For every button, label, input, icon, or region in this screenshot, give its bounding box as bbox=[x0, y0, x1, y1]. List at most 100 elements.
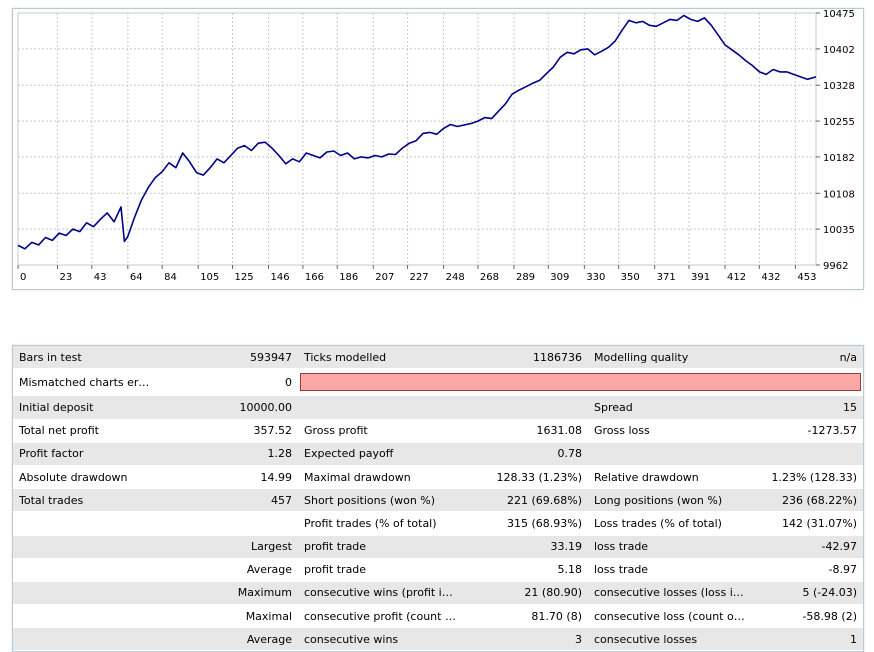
x-tick-label: 432 bbox=[761, 272, 780, 283]
x-tick-label: 371 bbox=[657, 272, 676, 283]
metric-label: Profit trades (% of total) bbox=[298, 511, 463, 536]
metric-label: Gross profit bbox=[298, 419, 463, 443]
metric-label: Ticks modelled bbox=[298, 346, 463, 370]
row-value: Maximal bbox=[158, 604, 298, 629]
x-tick-label: 453 bbox=[797, 272, 816, 283]
y-tick-label: 10035 bbox=[823, 225, 855, 236]
row-value: Average bbox=[158, 558, 298, 582]
report-row: Bars in test 593947 Ticks modelled 1186736 M… bbox=[13, 346, 863, 370]
metric-label bbox=[298, 395, 463, 420]
metric-value bbox=[753, 442, 863, 466]
metric-value: 33.19 bbox=[463, 535, 588, 559]
row-label bbox=[13, 535, 158, 559]
metric-label: profit trade bbox=[298, 535, 463, 559]
metric-value: 1.23% (128.33) bbox=[753, 465, 863, 490]
metric-value: -42.97 bbox=[753, 535, 863, 559]
row-label: Total net profit bbox=[13, 419, 158, 443]
x-tick-label: 309 bbox=[550, 272, 569, 283]
row-value: Largest bbox=[158, 535, 298, 559]
metric-value: -8.97 bbox=[753, 558, 863, 582]
x-tick-label: 268 bbox=[480, 272, 499, 283]
x-tick-label: 23 bbox=[59, 272, 72, 283]
row-label bbox=[13, 581, 158, 606]
report-row: Absolute drawdown 14.99 Maximal drawdown 12… bbox=[13, 465, 863, 490]
y-tick-label: 10475 bbox=[823, 9, 855, 20]
balance-chart-panel: 10475 10402 10328 10255 10182 10108 10035 9962 0… bbox=[12, 8, 864, 290]
metric-label: Spread bbox=[588, 395, 753, 420]
report-row: Profit trades (% of total) 315 (68.93%) Lo… bbox=[13, 511, 863, 536]
row-label bbox=[13, 511, 158, 536]
metric-value: 3 bbox=[463, 627, 588, 652]
report-row: Total trades 457 Short positions (won %) 22… bbox=[13, 488, 863, 513]
x-tick-label: 105 bbox=[200, 272, 219, 283]
report-row: Profit factor 1.28 Expected payoff 0.78 bbox=[13, 442, 863, 466]
metric-label: Short positions (won %) bbox=[298, 488, 463, 513]
metric-value: 1186736 bbox=[463, 346, 588, 370]
row-value: 1.28 bbox=[158, 442, 298, 466]
x-tick-label: 248 bbox=[446, 272, 465, 283]
row-label bbox=[13, 604, 158, 629]
x-tick-label: 43 bbox=[94, 272, 107, 283]
report-table: Bars in test 593947 Ticks modelled 1186736 M… bbox=[13, 346, 863, 652]
report-row: Average consecutive wins 3 consecutive loss… bbox=[13, 627, 863, 652]
row-label: Absolute drawdown bbox=[13, 465, 158, 490]
metric-label: consecutive wins bbox=[298, 627, 463, 652]
x-tick-label: 186 bbox=[339, 272, 358, 283]
row-label: Profit factor bbox=[13, 442, 158, 466]
row-value: Average bbox=[158, 627, 298, 652]
x-tick-label: 64 bbox=[130, 272, 143, 283]
x-tick-label: 125 bbox=[235, 272, 254, 283]
metric-label: Expected payoff bbox=[298, 442, 463, 466]
metric-value: 5.18 bbox=[463, 558, 588, 582]
x-tick-label: 207 bbox=[375, 272, 394, 283]
row-value: 457 bbox=[158, 488, 298, 513]
row-label: Initial deposit bbox=[13, 395, 158, 420]
row-value: 357.52 bbox=[158, 419, 298, 443]
metric-value: 128.33 (1.23%) bbox=[463, 465, 588, 490]
row-value: Maximum bbox=[158, 581, 298, 606]
metric-value: 1631.08 bbox=[463, 419, 588, 443]
row-label: Bars in test bbox=[13, 346, 158, 370]
row-value: 0 bbox=[158, 368, 298, 397]
y-tick-label: 10328 bbox=[823, 81, 855, 92]
x-tick-label: 0 bbox=[20, 272, 26, 283]
metric-label: consecutive profit (count o... bbox=[298, 604, 463, 629]
metric-label: consecutive losses (loss in ... bbox=[588, 581, 753, 606]
report-row: Mismatched charts errors 0 bbox=[13, 368, 863, 397]
metric-value: 0.78 bbox=[463, 442, 588, 466]
metric-label: Long positions (won %) bbox=[588, 488, 753, 513]
metric-label bbox=[588, 442, 753, 466]
row-value: 14.99 bbox=[158, 465, 298, 490]
metric-value bbox=[463, 395, 588, 420]
x-tick-label: 391 bbox=[691, 272, 710, 283]
y-tick-label: 10182 bbox=[823, 153, 855, 164]
x-tick-label: 84 bbox=[164, 272, 177, 283]
metric-label: Loss trades (% of total) bbox=[588, 511, 753, 536]
metric-label: Relative drawdown bbox=[588, 465, 753, 490]
report-row: Largest profit trade 33.19 loss trade -42.97 bbox=[13, 535, 863, 559]
row-label: Total trades bbox=[13, 488, 158, 513]
metric-value: 236 (68.22%) bbox=[753, 488, 863, 513]
x-tick-label: 350 bbox=[621, 272, 640, 283]
x-tick-label: 166 bbox=[305, 272, 324, 283]
metric-value: 21 (80.90) bbox=[463, 581, 588, 606]
y-tick-label: 9962 bbox=[823, 261, 848, 272]
metric-label: loss trade bbox=[588, 558, 753, 582]
metric-label: consecutive wins (profit in ... bbox=[298, 581, 463, 606]
metric-value: 221 (69.68%) bbox=[463, 488, 588, 513]
metric-value: 1 bbox=[753, 627, 863, 652]
metric-label: Maximal drawdown bbox=[298, 465, 463, 490]
metric-label: Modelling quality bbox=[588, 346, 753, 370]
x-tick-label: 412 bbox=[727, 272, 746, 283]
balance-line bbox=[17, 14, 817, 250]
report-panel: Bars in test 593947 Ticks modelled 1186736 M… bbox=[12, 345, 864, 652]
metric-value: 142 (31.07%) bbox=[753, 511, 863, 536]
report-row: Initial deposit 10000.00 Spread 15 bbox=[13, 395, 863, 420]
y-tick-label: 10108 bbox=[823, 189, 855, 200]
report-row: Maximal consecutive profit (count o... 81.… bbox=[13, 604, 863, 629]
metric-value: n/a bbox=[753, 346, 863, 370]
metric-value: 5 (-24.03) bbox=[753, 581, 863, 606]
report-row: Total net profit 357.52 Gross profit 1631.0… bbox=[13, 419, 863, 443]
x-tick-label: 289 bbox=[516, 272, 535, 283]
report-row: Maximum consecutive wins (profit in ... 21… bbox=[13, 581, 863, 606]
